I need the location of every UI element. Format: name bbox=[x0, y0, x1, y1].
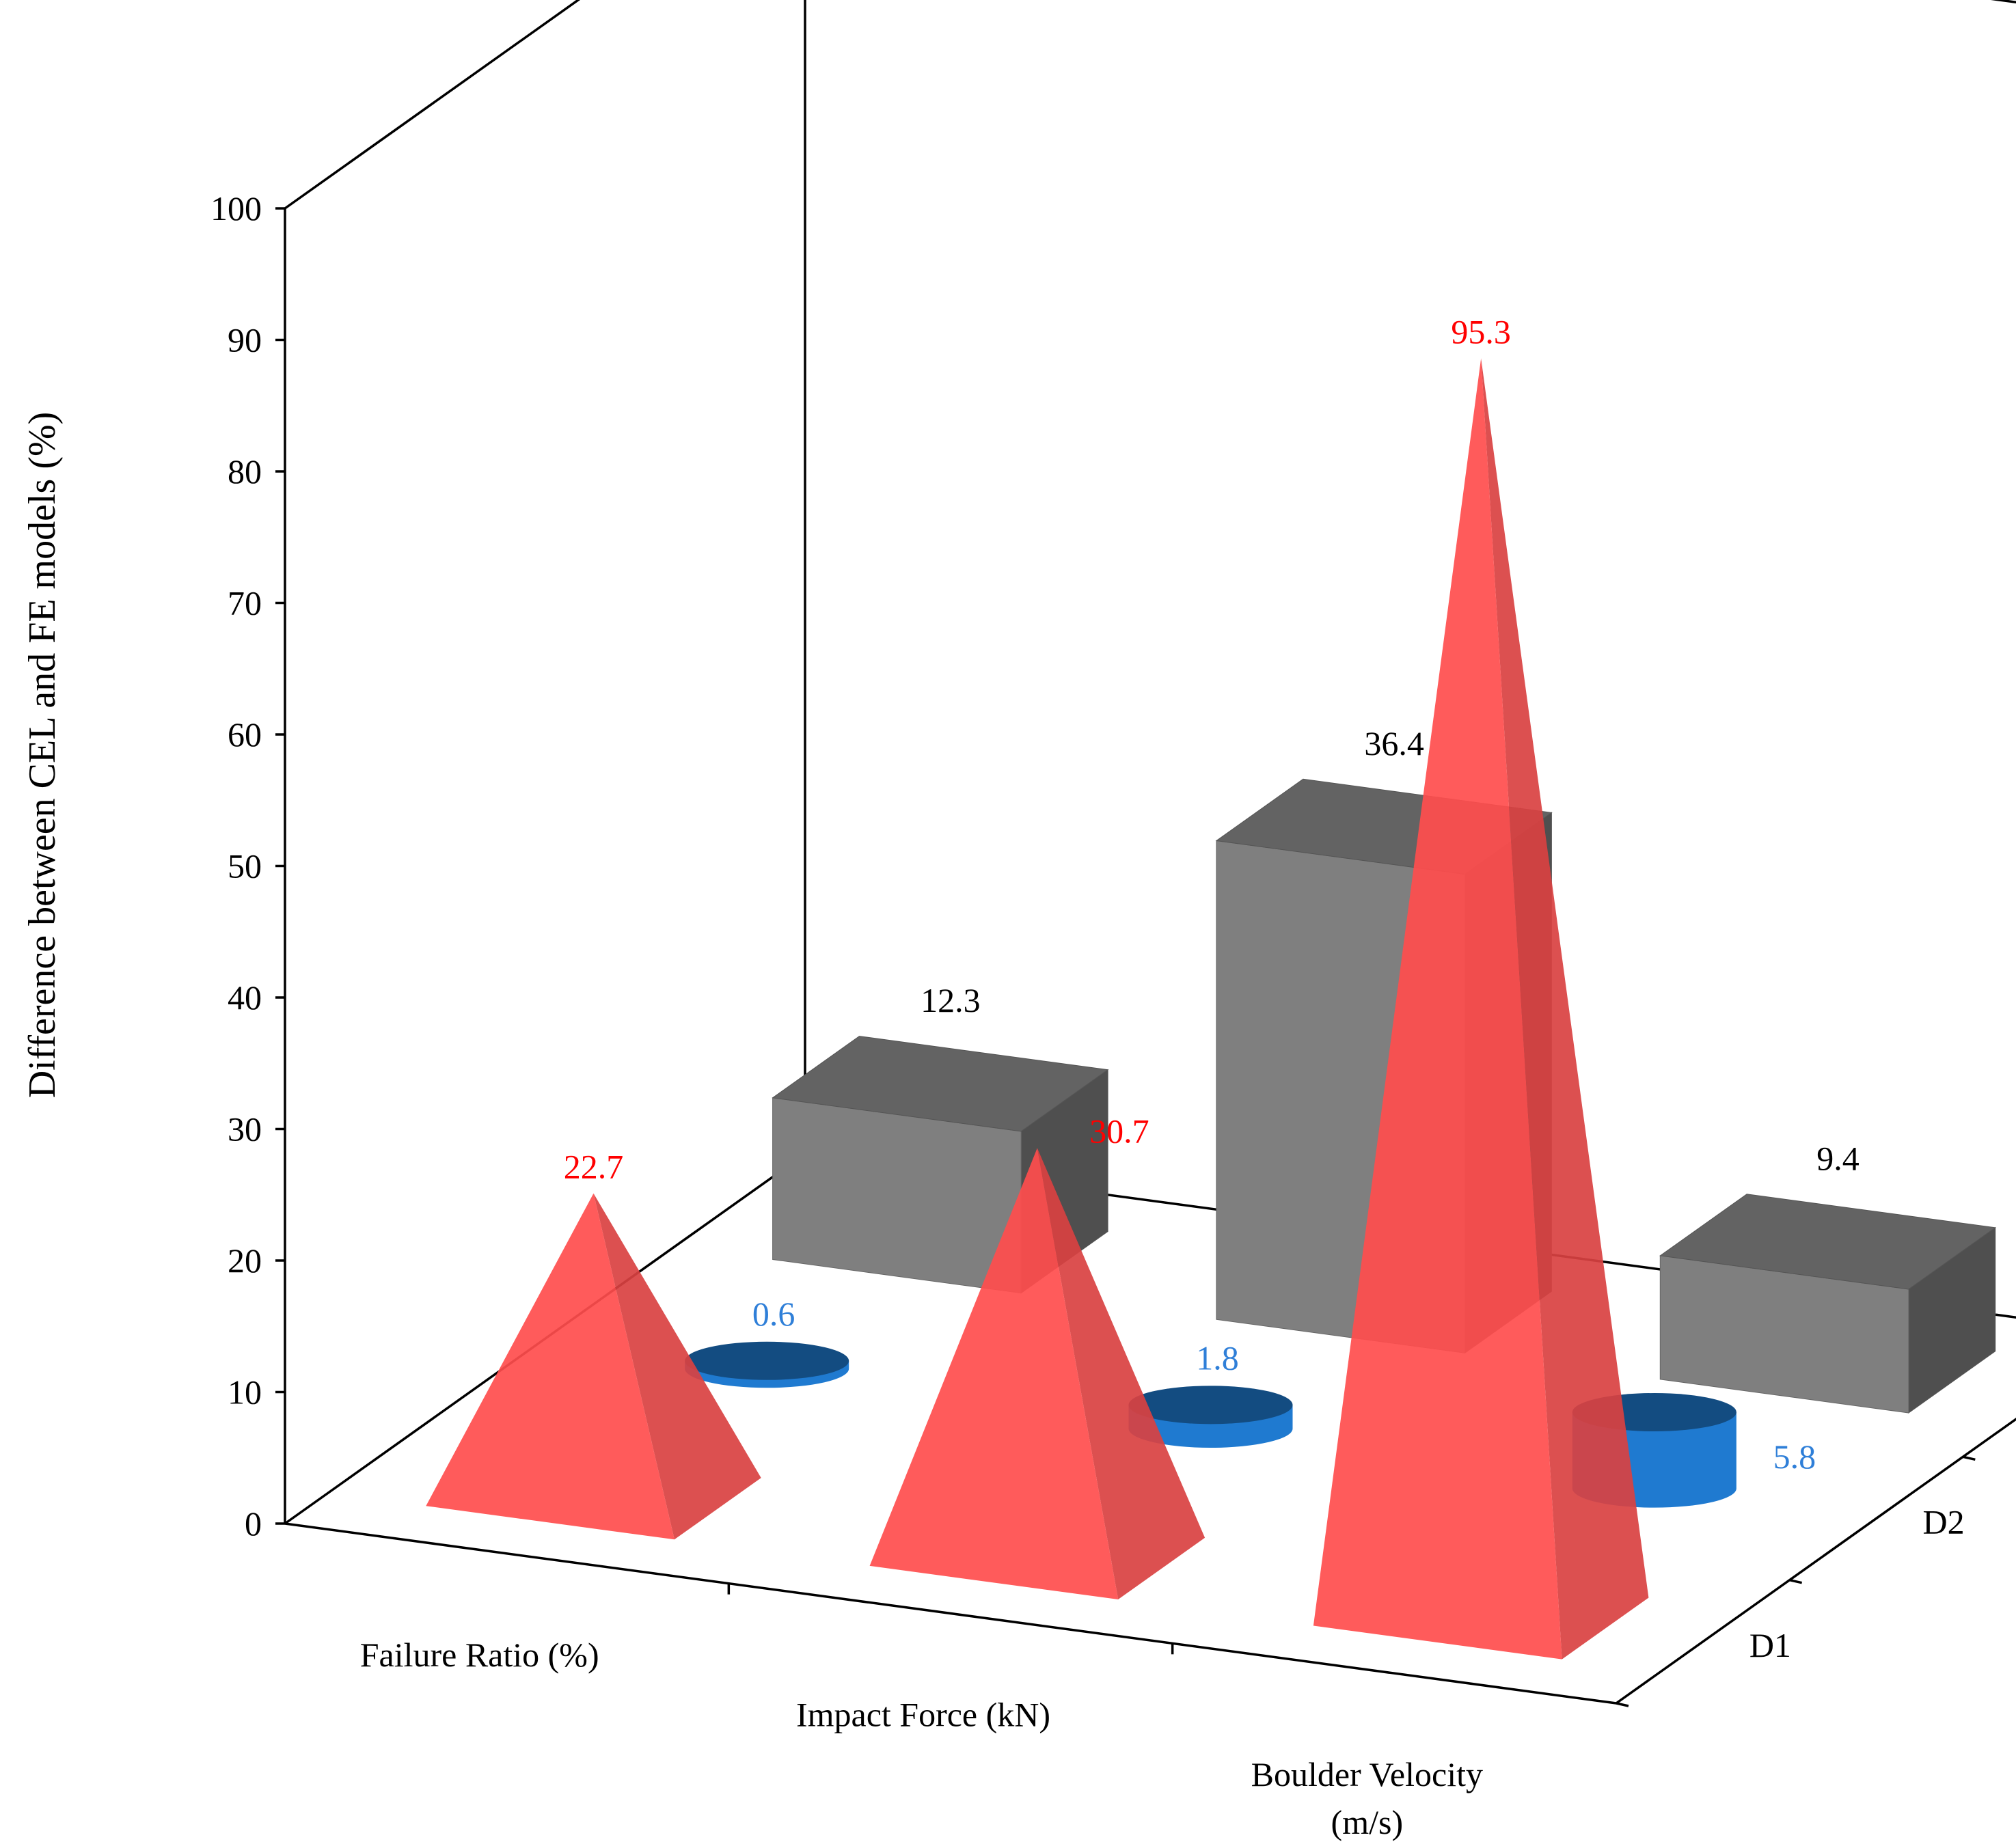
back-wall-top-edge bbox=[1990, 0, 2016, 4]
bar-top-face bbox=[772, 1036, 1109, 1132]
pyramid-mark-d1-2 bbox=[869, 1148, 1205, 1599]
y-axis-ticks: 0 10 20 30 40 50 60 70 80 90 100 bbox=[210, 189, 1976, 1707]
data-label-d1-1: 22.7 bbox=[564, 1148, 624, 1186]
side-wall-top-edge bbox=[284, 0, 581, 210]
data-label-d1-3: 95.3 bbox=[1451, 312, 1511, 350]
data-label-d3-3: 9.4 bbox=[1816, 1139, 1860, 1177]
cylinder-mark-d2-2 bbox=[1128, 1386, 1293, 1448]
depth-tick-mark bbox=[1962, 1455, 1976, 1461]
pyramid-front-face bbox=[869, 1148, 1119, 1599]
y-tick-label: 60 bbox=[228, 715, 262, 754]
category-label: Impact Force (kN) bbox=[796, 1696, 1050, 1734]
depth-tick-mark bbox=[1789, 1578, 1803, 1584]
cylinder-top bbox=[685, 1341, 849, 1380]
cylinder-top bbox=[1128, 1386, 1293, 1425]
pyramid-front-face bbox=[426, 1193, 675, 1540]
y-tick-label: 90 bbox=[228, 321, 262, 359]
y-tick-label: 30 bbox=[228, 1110, 262, 1148]
depth-label-d2: D2 bbox=[1923, 1503, 1965, 1541]
pyramid-front-face bbox=[1313, 358, 1562, 1660]
y-tick-label: 10 bbox=[228, 1373, 262, 1412]
cylinder-mark-d2-1 bbox=[685, 1341, 849, 1388]
x-axis-line bbox=[284, 1522, 1617, 1705]
data-label-d1-2: 30.7 bbox=[1089, 1112, 1149, 1150]
y-axis-title: Difference between CEL and FE models (%) bbox=[21, 412, 64, 1099]
pyramid-side-face bbox=[1481, 358, 1649, 1660]
pyramid-mark-d1-3 bbox=[1313, 358, 1649, 1660]
box-mark-d3-3 bbox=[1659, 1194, 1997, 1414]
category-label: Boulder Velocity bbox=[1251, 1755, 1483, 1793]
category-label: (m/s) bbox=[1331, 1803, 1404, 1841]
data-labels: Failure Ratio (%) Impact Force (kN) Boulde… bbox=[360, 312, 1965, 1841]
y-tick-label: 0 bbox=[245, 1504, 262, 1543]
y-tick-label: 70 bbox=[228, 584, 262, 622]
box-mark-d3-1 bbox=[772, 1036, 1109, 1294]
depth-axis-line bbox=[1615, 1417, 2016, 1705]
data-label-d3-2: 36.4 bbox=[1364, 724, 1424, 762]
pyramid-mark-d1-1 bbox=[426, 1193, 761, 1540]
pyramid-side-face bbox=[593, 1193, 761, 1540]
category-label: Failure Ratio (%) bbox=[360, 1636, 599, 1674]
data-label-d2-1: 0.6 bbox=[752, 1295, 795, 1333]
data-marks bbox=[426, 358, 1997, 1660]
data-label-d3-1: 12.3 bbox=[921, 981, 981, 1019]
series-d1 bbox=[426, 358, 1649, 1660]
y-tick-label: 100 bbox=[210, 189, 262, 228]
y-tick-label: 50 bbox=[228, 847, 262, 885]
bar-front-face bbox=[772, 1097, 1022, 1294]
depth-tick-mark bbox=[1616, 1702, 1629, 1707]
pyramid-side-face bbox=[1037, 1148, 1205, 1599]
bar-top-face bbox=[1659, 1194, 1997, 1290]
y-tick-label: 20 bbox=[228, 1241, 262, 1280]
y-tick-label: 40 bbox=[228, 978, 262, 1017]
y-tick-label: 80 bbox=[228, 452, 262, 491]
data-label-d2-2: 1.8 bbox=[1196, 1338, 1239, 1377]
data-label-d2-3: 5.8 bbox=[1773, 1437, 1816, 1476]
depth-label-d1: D1 bbox=[1749, 1626, 1791, 1664]
